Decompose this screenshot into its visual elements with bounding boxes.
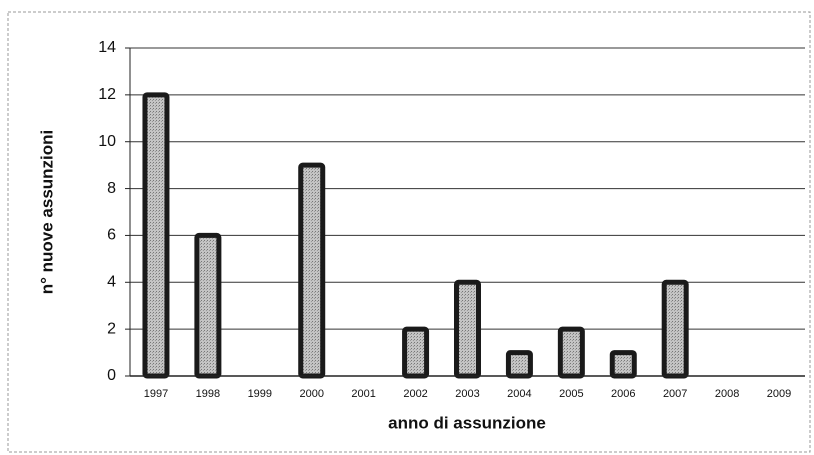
y-tick-label: 4 [107,274,116,291]
bar [661,279,689,379]
x-tick-label: 1999 [248,388,272,400]
bar [505,350,533,379]
y-tick-label: 8 [107,180,116,197]
bar [142,92,170,379]
bar [402,326,430,379]
bar [454,279,481,379]
y-tick-label: 0 [107,367,116,384]
bar [609,350,637,379]
y-tick-label: 6 [107,227,116,244]
x-tick-label: 2006 [611,388,635,400]
x-tick-label: 2000 [299,388,323,400]
x-tick-label: 2001 [351,388,375,400]
y-tick-label: 12 [98,86,116,103]
chart-frame [7,11,811,453]
x-tick-label: 1997 [144,388,168,400]
x-tick-label: 2002 [403,388,427,400]
bar [557,326,585,379]
y-tick-label: 2 [107,320,116,337]
bar [194,232,222,379]
x-tick-label: 2009 [767,388,791,400]
x-tick-label: 2005 [559,388,583,400]
x-tick-label: 1998 [196,388,220,400]
x-tick-label: 2003 [455,388,479,400]
x-axis-title: anno di assunzione [388,413,546,432]
bar [298,162,326,379]
x-tick-label: 2004 [507,388,531,400]
y-axis-title: n° nuove assunzioni [37,130,56,295]
x-tick-label: 2008 [715,388,739,400]
y-tick-label: 10 [98,133,116,150]
y-tick-label: 14 [98,39,116,56]
x-tick-label: 2007 [663,388,687,400]
